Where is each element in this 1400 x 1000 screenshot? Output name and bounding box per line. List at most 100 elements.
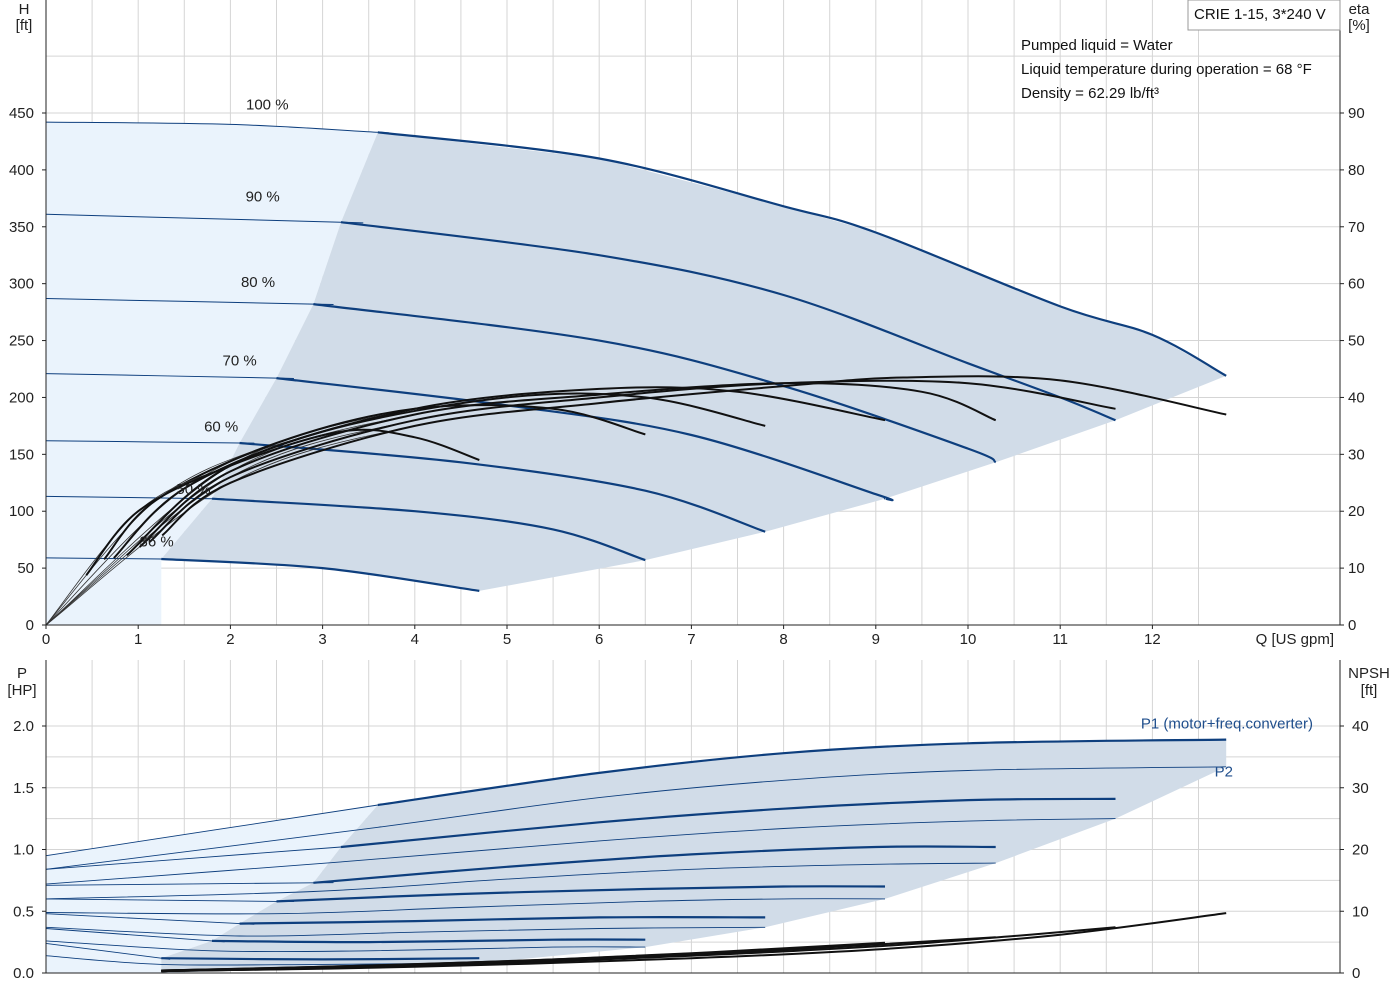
y-tick-label: 300 bbox=[9, 276, 34, 293]
head-curve bbox=[276, 377, 894, 502]
efficiency-curve bbox=[113, 392, 766, 559]
x-tick-label: 3 bbox=[318, 631, 326, 648]
y-tick-label: 20 bbox=[1352, 842, 1369, 859]
p1-curve bbox=[276, 885, 886, 903]
note-liquid-temperature: Liquid temperature during operation = 68… bbox=[1021, 61, 1312, 78]
p1-curve bbox=[239, 916, 766, 925]
y-tick-label: 80 bbox=[1348, 162, 1365, 179]
head-curve-low-flow bbox=[45, 213, 364, 224]
x-tick-label: 9 bbox=[872, 631, 880, 648]
head-curve bbox=[161, 557, 480, 592]
y-tick-label: 50 bbox=[17, 560, 34, 577]
p1-curve bbox=[340, 797, 1116, 849]
y-tick-label: 0 bbox=[26, 617, 34, 634]
y-tick-label: 40 bbox=[1352, 718, 1369, 735]
p1-curve bbox=[161, 957, 480, 961]
product-label-box bbox=[1187, 0, 1341, 31]
y-tick-label: 60 bbox=[1348, 276, 1365, 293]
y-axis-label: P bbox=[17, 665, 27, 682]
x-tick-label: 5 bbox=[503, 631, 511, 648]
y-tick-label: 90 bbox=[1348, 105, 1365, 122]
p2-curve bbox=[45, 926, 766, 937]
y-tick-label: 350 bbox=[9, 219, 34, 236]
y-tick-label: 30 bbox=[1348, 446, 1365, 463]
p1-curve bbox=[377, 738, 1227, 807]
x-tick-label: 0 bbox=[42, 631, 50, 648]
y-tick-label: 20 bbox=[1348, 503, 1365, 520]
p2-curve bbox=[45, 862, 996, 900]
y-tick-label: 100 bbox=[9, 503, 34, 520]
p2-curve bbox=[45, 898, 886, 915]
head-curve bbox=[377, 131, 1227, 377]
p1-label: P1 (motor+freq.converter) bbox=[1141, 715, 1313, 732]
x-tick-label: 6 bbox=[595, 631, 603, 648]
efficiency-curve bbox=[161, 375, 1227, 537]
x-tick-label: 11 bbox=[1052, 631, 1068, 648]
x-tick-label: 12 bbox=[1144, 631, 1161, 648]
y-tick-label: 0 bbox=[1352, 965, 1360, 982]
p2-curve bbox=[45, 766, 1227, 870]
y-axis-label-right-unit: [ft] bbox=[1361, 682, 1378, 699]
y-axis-label-right-unit: [%] bbox=[1348, 17, 1370, 34]
speed-label: 70 % bbox=[223, 353, 257, 370]
head-curve bbox=[239, 441, 766, 533]
y-tick-label: 200 bbox=[9, 389, 34, 406]
speed-label: 36 % bbox=[140, 533, 174, 550]
low-flow-area bbox=[46, 122, 378, 625]
note-density: Density = 62.29 lb/ft³ bbox=[1021, 85, 1159, 102]
efficiency-curve bbox=[138, 382, 997, 548]
y-tick-label: 400 bbox=[9, 162, 34, 179]
x-tick-label: 10 bbox=[960, 631, 977, 648]
y-axis-label: H bbox=[19, 1, 30, 18]
axes bbox=[42, 0, 1344, 974]
x-tick-label: 1 bbox=[134, 631, 142, 648]
x-axis-label: Q [US gpm] bbox=[1256, 631, 1334, 648]
y-tick-label: 0 bbox=[1348, 617, 1356, 634]
speed-label: 90 % bbox=[246, 189, 280, 206]
y-axis-label-unit: [HP] bbox=[7, 682, 36, 699]
y-axis-label-right: eta bbox=[1349, 1, 1371, 18]
p2-curve bbox=[45, 940, 646, 953]
y-tick-label: 30 bbox=[1352, 780, 1369, 797]
y-axis-label-right: NPSH bbox=[1348, 665, 1390, 682]
y-tick-label: 10 bbox=[1352, 903, 1369, 920]
curves bbox=[45, 121, 1227, 973]
labels: 0 1 2 3 4 5 6 7 8 9 10 11 12 Q [US gpm]05010015020025… bbox=[7, 1, 1389, 982]
y-tick-label: 40 bbox=[1348, 389, 1365, 406]
p1-curve bbox=[211, 938, 646, 944]
speed-label: 60 % bbox=[204, 419, 238, 436]
p2-label: P2 bbox=[1215, 764, 1233, 781]
head-curve bbox=[211, 497, 646, 562]
x-tick-label: 4 bbox=[411, 631, 419, 648]
npsh-curve bbox=[161, 962, 480, 972]
efficiency-curve bbox=[148, 379, 1116, 543]
y-tick-label: 250 bbox=[9, 333, 34, 350]
x-tick-label: 7 bbox=[687, 631, 695, 648]
y-tick-label: 450 bbox=[9, 105, 34, 122]
x-tick-label: 8 bbox=[779, 631, 787, 648]
y-tick-label: 50 bbox=[1348, 333, 1365, 350]
head-curve bbox=[313, 303, 997, 464]
y-tick-label: 150 bbox=[9, 446, 34, 463]
head-curve bbox=[340, 221, 1116, 422]
y-axis-label-unit: [ft] bbox=[16, 17, 33, 34]
x-tick-label: 2 bbox=[226, 631, 234, 648]
speed-label: 80 % bbox=[241, 274, 275, 291]
speed-label: 100 % bbox=[246, 97, 289, 114]
y-tick-label: 1.0 bbox=[13, 842, 34, 859]
y-tick-label: 0.0 bbox=[13, 965, 34, 982]
y-tick-label: 2.0 bbox=[13, 718, 34, 735]
head-curve-low-flow bbox=[45, 373, 295, 379]
p2-curve bbox=[45, 818, 1116, 885]
y-tick-label: 70 bbox=[1348, 219, 1365, 236]
efficiency-curve bbox=[85, 428, 480, 576]
y-tick-label: 1.5 bbox=[13, 780, 34, 797]
note-pumped-liquid: Pumped liquid = Water bbox=[1021, 37, 1173, 54]
head-curve-low-flow bbox=[45, 298, 334, 306]
product-label: CRIE 1-15, 3*240 V bbox=[1194, 6, 1326, 23]
power-low-flow-area bbox=[46, 805, 378, 973]
operating-areas bbox=[46, 122, 1227, 973]
y-tick-label: 10 bbox=[1348, 560, 1365, 577]
speed-label: 50 % bbox=[176, 481, 210, 498]
